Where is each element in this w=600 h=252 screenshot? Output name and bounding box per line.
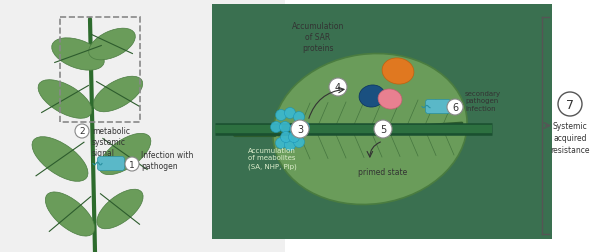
Circle shape: [284, 108, 296, 119]
Ellipse shape: [52, 39, 104, 71]
Text: 7: 7: [566, 98, 574, 111]
Circle shape: [125, 158, 139, 171]
FancyBboxPatch shape: [212, 5, 552, 239]
FancyBboxPatch shape: [425, 100, 451, 114]
Ellipse shape: [46, 192, 95, 236]
Circle shape: [289, 132, 299, 143]
Ellipse shape: [99, 134, 151, 175]
Circle shape: [280, 122, 290, 133]
Text: metabolic
systemic
signal: metabolic systemic signal: [92, 127, 130, 158]
Circle shape: [374, 120, 392, 138]
Circle shape: [291, 120, 309, 138]
FancyBboxPatch shape: [0, 0, 285, 252]
Text: 3: 3: [297, 124, 303, 135]
Text: 1: 1: [129, 160, 135, 169]
Text: 6: 6: [452, 103, 458, 113]
Text: 4: 4: [335, 83, 341, 93]
Ellipse shape: [273, 54, 467, 205]
Ellipse shape: [378, 89, 402, 110]
Text: primed state: primed state: [358, 167, 407, 176]
Ellipse shape: [89, 29, 136, 60]
Circle shape: [75, 124, 89, 138]
Circle shape: [284, 140, 296, 151]
Text: Infection with
pathogen: Infection with pathogen: [141, 150, 193, 171]
Circle shape: [271, 122, 281, 133]
Circle shape: [293, 112, 305, 123]
Ellipse shape: [359, 86, 385, 108]
Text: 5: 5: [380, 124, 386, 135]
Circle shape: [290, 124, 301, 135]
Ellipse shape: [32, 137, 88, 182]
Circle shape: [293, 137, 305, 148]
Ellipse shape: [382, 59, 414, 85]
Circle shape: [558, 93, 582, 116]
Ellipse shape: [97, 190, 143, 229]
Ellipse shape: [94, 77, 143, 112]
Circle shape: [329, 79, 347, 97]
Circle shape: [447, 100, 463, 115]
FancyBboxPatch shape: [97, 157, 125, 171]
Circle shape: [299, 122, 310, 133]
Text: Accumulation
of SAR
proteins: Accumulation of SAR proteins: [292, 22, 344, 53]
Text: Accumulation
of meabolites
(SA, NHP, Pip): Accumulation of meabolites (SA, NHP, Pip…: [248, 147, 296, 169]
Circle shape: [275, 110, 287, 121]
Text: 2: 2: [79, 127, 85, 136]
Circle shape: [281, 132, 292, 143]
Text: secondary
pathogen
infection: secondary pathogen infection: [465, 90, 501, 111]
Circle shape: [275, 138, 287, 149]
Text: Systemic
acquired
resistance: Systemic acquired resistance: [550, 121, 590, 154]
Ellipse shape: [38, 80, 92, 119]
